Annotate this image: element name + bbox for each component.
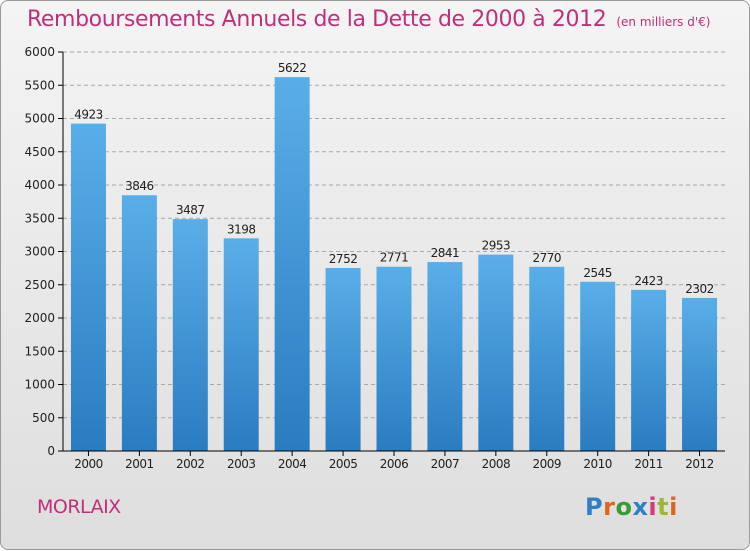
logo-letter: x bbox=[632, 493, 649, 521]
y-tick-label: 4500 bbox=[24, 145, 55, 159]
x-tick-label: 2008 bbox=[482, 457, 511, 471]
bar bbox=[427, 262, 463, 451]
x-tick-label: 2003 bbox=[227, 457, 256, 471]
y-tick-label: 500 bbox=[32, 411, 55, 425]
bar bbox=[121, 195, 157, 451]
data-label: 2545 bbox=[583, 266, 612, 280]
logo-letter: P bbox=[585, 493, 604, 521]
bar bbox=[172, 219, 208, 451]
logo-letter: r bbox=[603, 493, 616, 521]
data-label: 2302 bbox=[685, 282, 714, 296]
data-label: 3198 bbox=[227, 222, 256, 236]
bars bbox=[70, 77, 718, 452]
y-tick-label: 5500 bbox=[24, 78, 55, 92]
y-tick-label: 2500 bbox=[24, 278, 55, 292]
data-label: 2423 bbox=[634, 274, 663, 288]
x-tick-label: 2005 bbox=[329, 457, 358, 471]
data-label: 3846 bbox=[125, 179, 154, 193]
x-tick-label: 2001 bbox=[125, 457, 154, 471]
data-label: 2752 bbox=[329, 252, 358, 266]
data-label: 5622 bbox=[278, 61, 307, 75]
x-tick-label: 2006 bbox=[380, 457, 409, 471]
bar bbox=[580, 281, 616, 451]
bar bbox=[478, 254, 514, 451]
data-label: 2771 bbox=[380, 251, 409, 265]
x-tick-label: 2002 bbox=[176, 457, 205, 471]
title-text: Remboursements Annuels de la Dette de 20… bbox=[27, 7, 607, 32]
data-label: 2841 bbox=[431, 246, 460, 260]
bar bbox=[325, 267, 361, 451]
axes bbox=[58, 51, 725, 456]
x-tick-label: 2000 bbox=[74, 457, 103, 471]
logo-letter: i bbox=[669, 493, 678, 521]
y-tick-label: 0 bbox=[47, 444, 55, 458]
y-tick-label: 3000 bbox=[24, 245, 55, 259]
x-tick-label: 2007 bbox=[431, 457, 460, 471]
logo-letter: o bbox=[615, 493, 633, 521]
x-tick-label: 2009 bbox=[532, 457, 561, 471]
bar bbox=[274, 77, 310, 452]
y-tick-label: 4000 bbox=[24, 178, 55, 192]
city-name: MORLAIX bbox=[37, 496, 121, 518]
data-label: 4923 bbox=[74, 108, 103, 122]
y-tick-label: 6000 bbox=[24, 45, 55, 59]
bar bbox=[682, 297, 718, 451]
y-tick-label: 2000 bbox=[24, 311, 55, 325]
x-tick-label: 2010 bbox=[583, 457, 612, 471]
logo-letter: t bbox=[657, 493, 670, 521]
y-tick-label: 3500 bbox=[24, 211, 55, 225]
chart-title: Remboursements Annuels de la Dette de 20… bbox=[27, 7, 710, 32]
bar bbox=[376, 266, 412, 451]
y-tick-label: 1500 bbox=[24, 344, 55, 358]
bar bbox=[223, 238, 259, 451]
y-tick-label: 1000 bbox=[24, 378, 55, 392]
data-label: 2953 bbox=[482, 239, 511, 253]
data-label: 3487 bbox=[176, 203, 205, 217]
y-tick-label: 5000 bbox=[24, 112, 55, 126]
data-label: 2770 bbox=[532, 251, 561, 265]
x-tick-label: 2011 bbox=[634, 457, 663, 471]
logo-letter: i bbox=[648, 493, 658, 521]
bar bbox=[529, 266, 565, 451]
x-tick-label: 2012 bbox=[685, 457, 714, 471]
unit-label: (en milliers d'€) bbox=[616, 15, 711, 29]
labels: 0 500 1000 1500 2000 2500 3000 3500 4000 4500 5000… bbox=[24, 45, 714, 471]
proxiti-logo: Proxiti bbox=[585, 493, 678, 521]
x-tick-label: 2004 bbox=[278, 457, 307, 471]
bar bbox=[631, 289, 667, 451]
bar bbox=[70, 123, 106, 452]
